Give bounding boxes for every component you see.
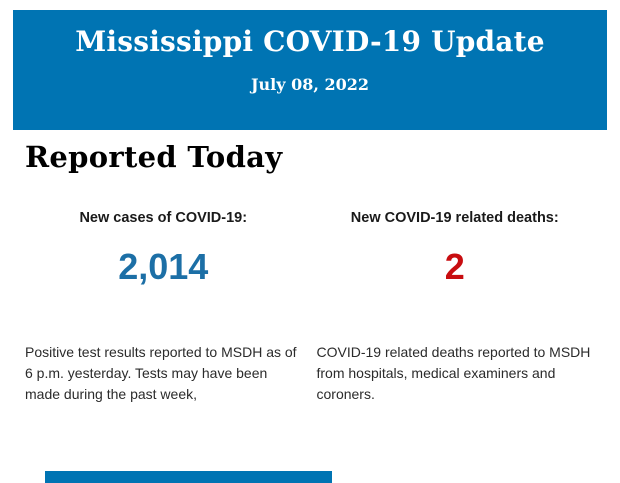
stats-row: New cases of COVID-19: 2,014 Positive te… [25,210,608,405]
stat-new-cases: New cases of COVID-19: 2,014 Positive te… [25,210,317,405]
next-section-partial-banner [45,471,332,483]
new-cases-value: 2,014 [118,246,209,287]
page-title: Mississippi COVID-19 Update [75,25,545,58]
new-deaths-description: COVID-19 related deaths reported to MSDH… [316,344,591,402]
section-heading-reported-today: Reported Today [25,140,283,174]
header-banner: Mississippi COVID-19 Update July 08, 202… [13,10,607,130]
new-deaths-label: New COVID-19 related deaths: [350,210,559,226]
stat-new-deaths: New COVID-19 related deaths: 2 COVID-19 … [317,210,609,405]
new-deaths-value: 2 [444,246,465,287]
report-date: July 08, 2022 [250,74,370,94]
new-cases-label: New cases of COVID-19: [79,210,248,226]
new-cases-description: Positive test results reported to MSDH a… [25,344,297,402]
